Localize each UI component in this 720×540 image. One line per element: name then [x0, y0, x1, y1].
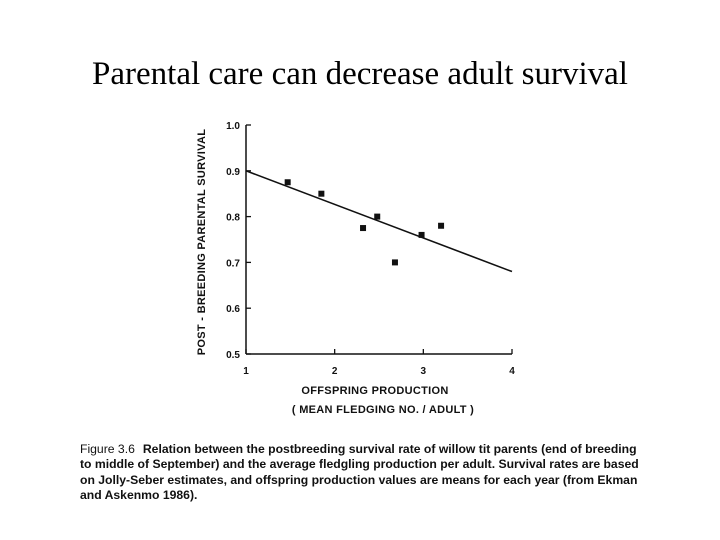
data-point: [438, 222, 445, 229]
data-points: [284, 179, 445, 266]
x-tick-label: 1: [243, 366, 249, 377]
data-point: [318, 190, 325, 197]
x-tick-label: 2: [332, 366, 338, 377]
y-tick-label: 1.0: [226, 121, 240, 132]
x-axis-title: OFFSPRING PRODUCTION: [301, 385, 448, 397]
trend-line: [245, 170, 513, 273]
figure-caption: Figure 3.6 Relation between the postbreed…: [80, 442, 650, 503]
y-tick-label: 0.8: [226, 213, 240, 224]
y-axis-title: POST - BREEDING PARENTAL SURVIVAL: [196, 129, 208, 355]
data-point: [374, 213, 381, 220]
y-ticks: 0.5 0.6 0.7 0.8 0.9 1.0: [226, 121, 251, 361]
x-tick-label: 3: [421, 366, 427, 377]
y-tick-label: 0.6: [226, 304, 240, 315]
slide-title: Parental care can decrease adult surviva…: [92, 56, 628, 92]
x-tick-label: 4: [509, 366, 515, 377]
y-tick-label: 0.7: [226, 258, 240, 269]
x-ticks: 1 2 3 4: [243, 349, 515, 377]
data-point: [360, 225, 367, 232]
y-tick-label: 0.9: [226, 167, 240, 178]
data-point: [391, 259, 398, 266]
data-point: [418, 231, 425, 238]
figure-number: Figure 3.6: [80, 442, 135, 457]
y-tick-label: 0.5: [226, 350, 240, 361]
caption-text: Relation between the postbreeding surviv…: [80, 442, 639, 502]
x-axis-subtitle: ( MEAN FLEDGING NO. / ADULT ): [292, 404, 474, 416]
data-point: [284, 179, 291, 186]
